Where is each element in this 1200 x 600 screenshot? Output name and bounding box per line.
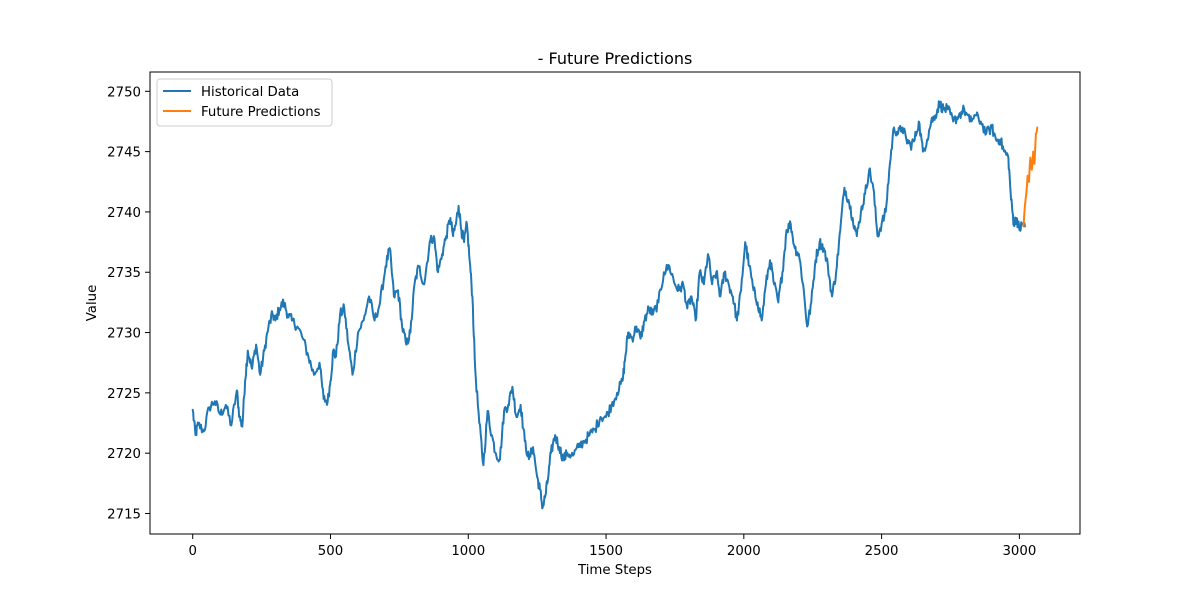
y-tick-label: 2730 bbox=[107, 327, 141, 342]
x-tick-label: 500 bbox=[318, 544, 343, 559]
y-tick-label: 2745 bbox=[107, 146, 141, 161]
legend-label-predictions: Future Predictions bbox=[201, 105, 321, 120]
y-tick-label: 2750 bbox=[107, 85, 141, 100]
plot-frame bbox=[149, 71, 1081, 535]
legend-label-historical: Historical Data bbox=[201, 85, 299, 100]
legend: Historical Data Future Predictions bbox=[156, 78, 333, 127]
plot-lines bbox=[191, 100, 1039, 510]
x-axis-label: Time Steps bbox=[577, 563, 652, 578]
x-tick-label: 0 bbox=[188, 544, 196, 559]
x-axis-ticks: 0 500 1000 1500 2000 2500 3000 bbox=[188, 534, 1036, 559]
x-tick-label: 2500 bbox=[865, 544, 899, 559]
y-tick-label: 2720 bbox=[107, 447, 141, 462]
x-tick-label: 1500 bbox=[589, 544, 623, 559]
y-axis-ticks: 2715 2720 2725 2730 2735 2740 2745 2750 bbox=[107, 85, 150, 522]
y-tick-label: 2725 bbox=[107, 387, 141, 402]
x-tick-label: 3000 bbox=[1002, 544, 1036, 559]
series-line-predictions bbox=[1022, 126, 1039, 228]
x-tick-label: 2000 bbox=[727, 544, 761, 559]
y-tick-label: 2715 bbox=[107, 507, 141, 522]
chart-title: - Future Predictions bbox=[538, 49, 693, 68]
y-axis-label: Value bbox=[85, 285, 100, 322]
series-line-historical bbox=[191, 100, 1026, 510]
legend-box bbox=[156, 78, 333, 127]
y-tick-label: 2740 bbox=[107, 206, 141, 221]
x-tick-label: 1000 bbox=[451, 544, 485, 559]
y-tick-label: 2735 bbox=[107, 266, 141, 281]
plot-area bbox=[150, 72, 1080, 534]
